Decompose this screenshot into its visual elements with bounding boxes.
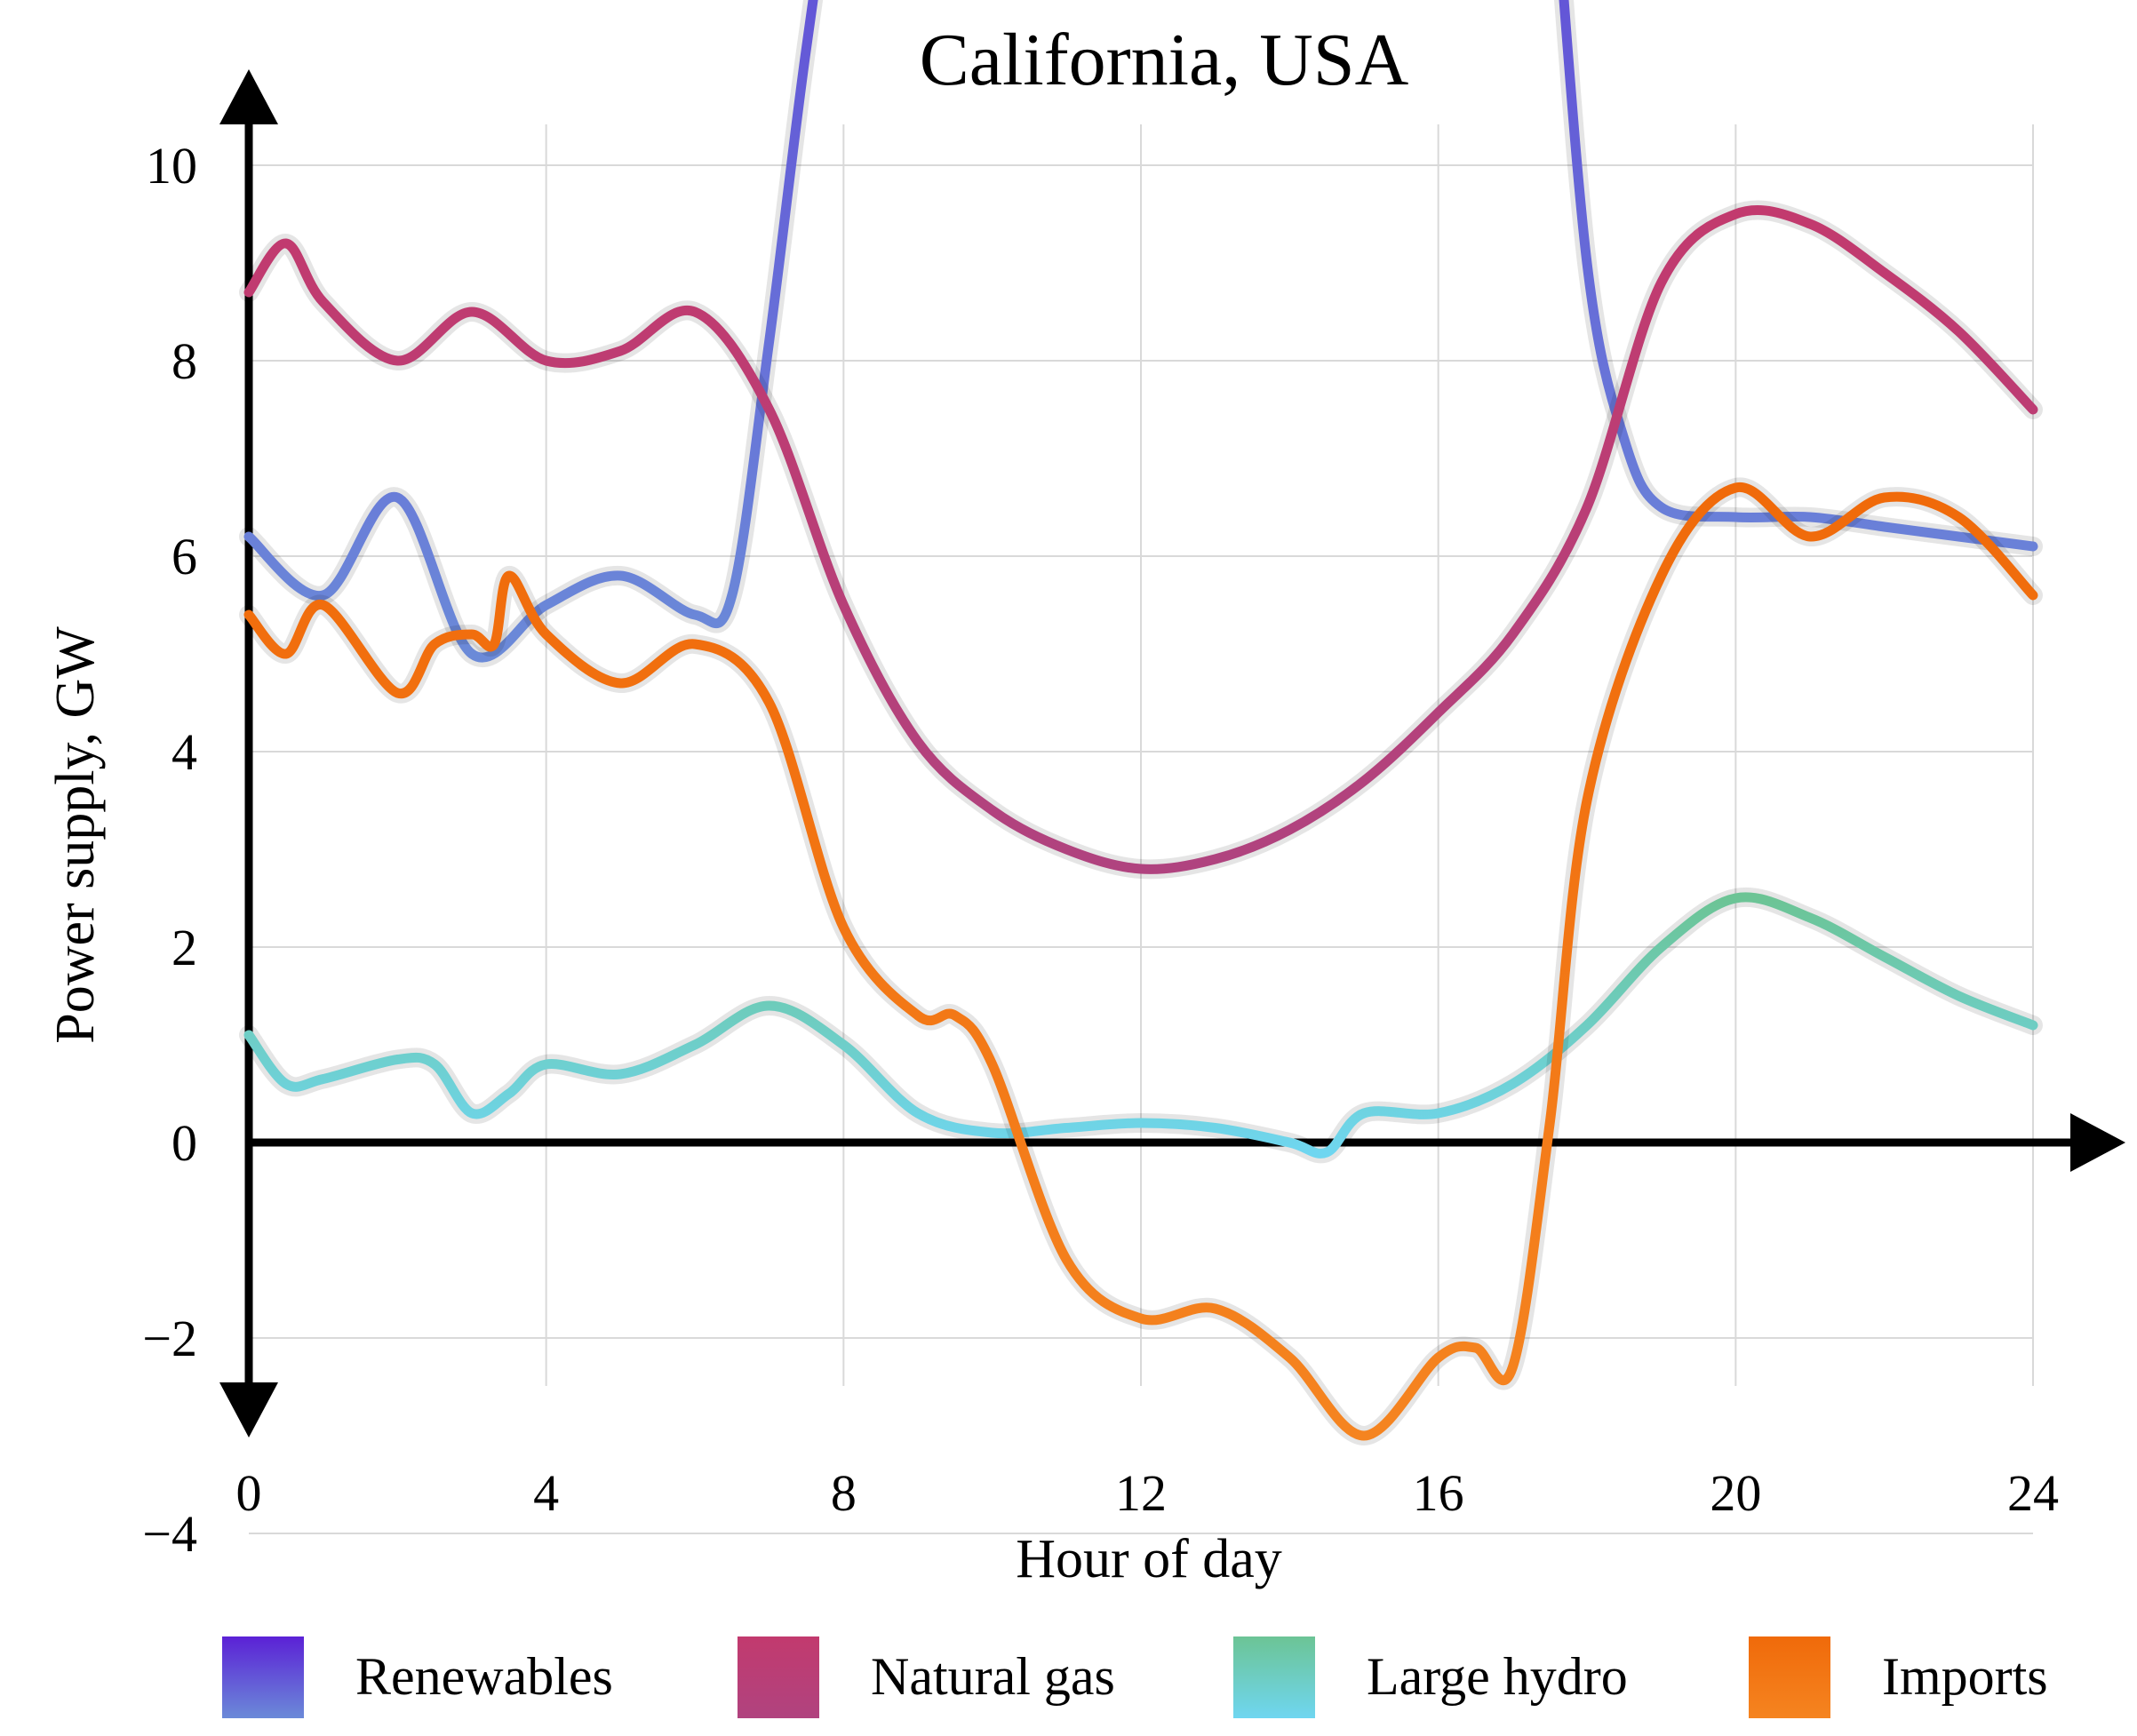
y-tick-label: 4	[171, 723, 197, 781]
y-tick-label: 2	[171, 919, 197, 976]
legend-swatch-natural-gas	[738, 1636, 819, 1718]
series-line-large-hydro	[243, 892, 2038, 1159]
legend-swatch-renewables	[222, 1636, 304, 1718]
y-axis-label: Power supply, GW	[45, 626, 106, 1044]
x-tick-label: 20	[1710, 1464, 1761, 1522]
x-axis-arrow	[2070, 1113, 2125, 1172]
legend-label-renewables: Renewables	[355, 1647, 613, 1706]
x-tick-label: 16	[1413, 1464, 1464, 1522]
y-tick-label: 6	[171, 528, 197, 585]
y-axis-arrow-down	[219, 1382, 278, 1437]
series-line-natural-gas	[243, 204, 2038, 874]
y-tick-label: −4	[142, 1505, 197, 1563]
y-axis-arrow-up	[219, 69, 278, 124]
legend-label-imports: Imports	[1882, 1647, 2048, 1706]
x-tick-label: 12	[1115, 1464, 1167, 1522]
grid	[249, 124, 2034, 1534]
series-lines	[239, 0, 2043, 1445]
legend: Renewables Natural gas Large hydro Imports	[222, 1636, 2048, 1718]
x-axis-label: Hour of day	[1016, 1529, 1282, 1589]
y-tick-label: −2	[142, 1310, 197, 1367]
y-tick-label: 10	[146, 137, 197, 195]
y-tick-labels: 20181614121086420−2−4	[142, 137, 197, 1563]
y-tick-label: 0	[171, 1114, 197, 1172]
x-tick-labels: 0 4 8 12 16 20 24	[236, 1464, 2060, 1522]
legend-swatch-imports	[1749, 1636, 1830, 1718]
x-tick-label: 8	[831, 1464, 857, 1522]
y-tick-label: 8	[171, 332, 197, 390]
axes	[219, 69, 2125, 1437]
legend-swatch-large-hydro	[1233, 1636, 1315, 1718]
series-line-imports	[243, 482, 2038, 1441]
x-tick-label: 4	[533, 1464, 559, 1522]
x-tick-label: 0	[236, 1464, 262, 1522]
legend-label-large-hydro: Large hydro	[1367, 1647, 1628, 1706]
legend-label-natural-gas: Natural gas	[871, 1647, 1115, 1706]
x-tick-label: 24	[2007, 1464, 2059, 1522]
chart-title: California, USA	[920, 19, 1409, 101]
